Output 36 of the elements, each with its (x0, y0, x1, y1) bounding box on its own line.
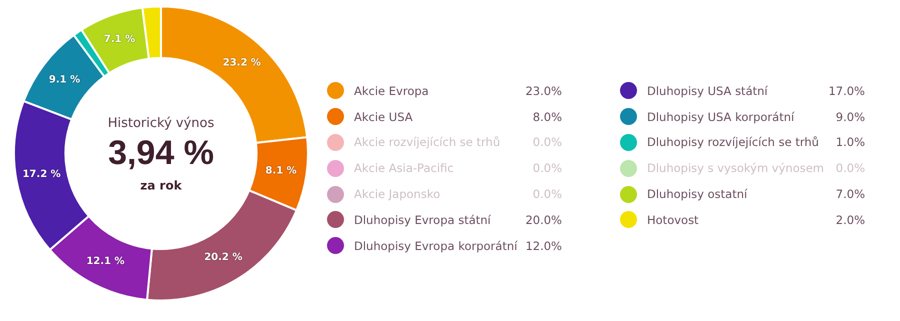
legend-label: Dluhopisy Evropa státní (354, 212, 492, 227)
text: 0.0% (532, 161, 562, 176)
legend-label: Hotovost (647, 212, 700, 227)
text: za rok (140, 178, 183, 193)
text: 20.2 % (204, 252, 242, 264)
data-label: 7.0% (836, 187, 865, 202)
legend-label: Dluhopisy USA korporátní (647, 110, 796, 124)
text: 0.0% (532, 135, 562, 150)
text: 17.2 % (22, 169, 61, 180)
text: 0.0% (532, 187, 562, 202)
legend-label: Akcie Japonsko (354, 187, 442, 202)
data-label: 17.0% (828, 84, 865, 98)
legend-label: Akcie Asia-Pacific (354, 161, 455, 176)
text: Historický výnos (108, 116, 215, 131)
text: 8.1 % (265, 165, 297, 176)
text: 0.0% (836, 161, 865, 176)
data-label: 12.0% (525, 238, 562, 253)
text: 7.1 % (104, 34, 136, 46)
text: 3,94 % (108, 134, 214, 172)
text: 9.1 % (48, 74, 80, 86)
legend-label: Akcie USA (354, 110, 414, 124)
text: 23.2 % (222, 58, 261, 69)
text: 12.1 % (86, 256, 125, 267)
legend-label: Akcie rozvíjejících se trhů (354, 135, 502, 150)
legend-label: Dluhopisy USA státní (647, 84, 769, 98)
data-label: 9.0% (836, 110, 865, 124)
legend-label: Dluhopisy Evropa korporátní (354, 238, 518, 253)
data-label: 2.0% (836, 212, 865, 227)
legend-label: Dluhopisy s vysokým výnosem (647, 161, 826, 176)
legend-label: Akcie Evropa (354, 84, 430, 98)
legend-label: Dluhopisy rozvíjejících se trhů (647, 135, 820, 150)
data-label: 20.0% (525, 212, 562, 227)
data-label: 1.0% (836, 135, 865, 150)
data-label: 23.0% (525, 84, 562, 98)
data-label: 8.0% (532, 110, 562, 124)
legend-label: Dluhopisy ostatní (647, 187, 748, 202)
